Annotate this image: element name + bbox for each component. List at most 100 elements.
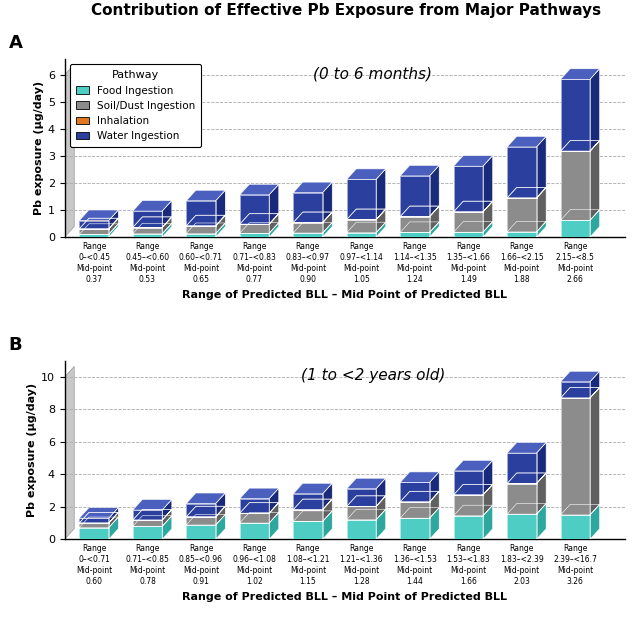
- Polygon shape: [376, 169, 386, 220]
- Polygon shape: [109, 513, 118, 528]
- Polygon shape: [561, 151, 590, 220]
- Polygon shape: [186, 507, 225, 517]
- Polygon shape: [216, 190, 225, 226]
- Polygon shape: [454, 471, 483, 495]
- Polygon shape: [186, 493, 225, 503]
- Polygon shape: [400, 206, 439, 217]
- Polygon shape: [269, 223, 279, 237]
- X-axis label: Range of Predicted BLL – Mid Point of Predicted BLL: Range of Predicted BLL – Mid Point of Pr…: [182, 290, 508, 300]
- Polygon shape: [293, 510, 323, 521]
- Polygon shape: [561, 387, 600, 398]
- Polygon shape: [323, 499, 332, 510]
- Polygon shape: [347, 520, 376, 539]
- Polygon shape: [507, 188, 546, 198]
- Polygon shape: [347, 489, 376, 507]
- Polygon shape: [536, 473, 546, 514]
- Polygon shape: [186, 517, 216, 525]
- Polygon shape: [132, 234, 162, 237]
- Polygon shape: [132, 516, 172, 526]
- Polygon shape: [590, 141, 600, 151]
- Polygon shape: [376, 222, 386, 237]
- Polygon shape: [109, 224, 118, 237]
- Polygon shape: [79, 517, 118, 528]
- Polygon shape: [347, 233, 376, 237]
- Polygon shape: [454, 201, 493, 212]
- Polygon shape: [216, 215, 225, 234]
- Polygon shape: [507, 473, 546, 484]
- Polygon shape: [186, 190, 225, 201]
- Polygon shape: [376, 496, 386, 520]
- Polygon shape: [561, 387, 600, 398]
- Polygon shape: [400, 502, 429, 518]
- Polygon shape: [132, 500, 172, 510]
- Polygon shape: [376, 478, 386, 507]
- Polygon shape: [109, 512, 118, 523]
- Polygon shape: [240, 499, 269, 513]
- Polygon shape: [186, 515, 225, 525]
- Polygon shape: [132, 211, 162, 227]
- Polygon shape: [240, 488, 279, 499]
- Polygon shape: [186, 234, 216, 237]
- Polygon shape: [293, 499, 332, 510]
- Polygon shape: [79, 518, 109, 523]
- Polygon shape: [240, 503, 279, 513]
- Polygon shape: [162, 217, 172, 234]
- Polygon shape: [132, 510, 162, 520]
- Polygon shape: [536, 136, 546, 198]
- X-axis label: Range of Predicted BLL – Mid Point of Predicted BLL: Range of Predicted BLL – Mid Point of Pr…: [182, 592, 508, 602]
- Polygon shape: [293, 499, 332, 510]
- Polygon shape: [507, 473, 546, 484]
- Polygon shape: [454, 201, 493, 212]
- Legend: Food Ingestion, Soil/Dust Ingestion, Inhalation, Water Ingestion: Food Ingestion, Soil/Dust Ingestion, Inh…: [70, 64, 202, 147]
- Polygon shape: [454, 166, 483, 212]
- Polygon shape: [293, 223, 332, 233]
- Text: (1 to <2 years old): (1 to <2 years old): [301, 368, 445, 383]
- Polygon shape: [561, 398, 590, 515]
- Polygon shape: [79, 220, 109, 229]
- Polygon shape: [132, 217, 172, 227]
- Polygon shape: [216, 507, 225, 525]
- Polygon shape: [269, 503, 279, 523]
- Polygon shape: [240, 513, 279, 523]
- Polygon shape: [561, 220, 590, 237]
- Polygon shape: [269, 488, 279, 513]
- Polygon shape: [79, 218, 118, 229]
- Polygon shape: [240, 523, 269, 539]
- Polygon shape: [429, 165, 439, 217]
- Polygon shape: [400, 206, 439, 217]
- Polygon shape: [79, 218, 118, 229]
- Polygon shape: [132, 217, 172, 228]
- Polygon shape: [240, 195, 269, 224]
- Polygon shape: [483, 201, 493, 212]
- Polygon shape: [347, 496, 386, 507]
- Polygon shape: [132, 510, 172, 520]
- Polygon shape: [216, 223, 225, 237]
- Polygon shape: [454, 505, 493, 516]
- Polygon shape: [186, 201, 216, 226]
- Polygon shape: [400, 472, 439, 482]
- Y-axis label: Pb exposure (µg/day): Pb exposure (µg/day): [27, 383, 36, 517]
- Polygon shape: [79, 512, 118, 523]
- Polygon shape: [293, 521, 323, 539]
- Polygon shape: [79, 523, 109, 528]
- Polygon shape: [240, 225, 269, 233]
- Polygon shape: [323, 499, 332, 521]
- Polygon shape: [186, 215, 225, 226]
- Polygon shape: [162, 217, 172, 228]
- Polygon shape: [590, 387, 600, 515]
- Polygon shape: [269, 213, 279, 225]
- Polygon shape: [483, 484, 493, 495]
- Polygon shape: [323, 182, 332, 223]
- Polygon shape: [347, 507, 376, 520]
- Polygon shape: [561, 210, 600, 220]
- Polygon shape: [132, 228, 162, 234]
- Polygon shape: [507, 484, 536, 514]
- Polygon shape: [347, 169, 386, 180]
- Polygon shape: [186, 226, 216, 234]
- Polygon shape: [536, 442, 546, 484]
- Polygon shape: [293, 483, 332, 494]
- Polygon shape: [454, 484, 493, 495]
- Polygon shape: [186, 223, 225, 234]
- Polygon shape: [269, 503, 279, 513]
- Polygon shape: [376, 209, 386, 233]
